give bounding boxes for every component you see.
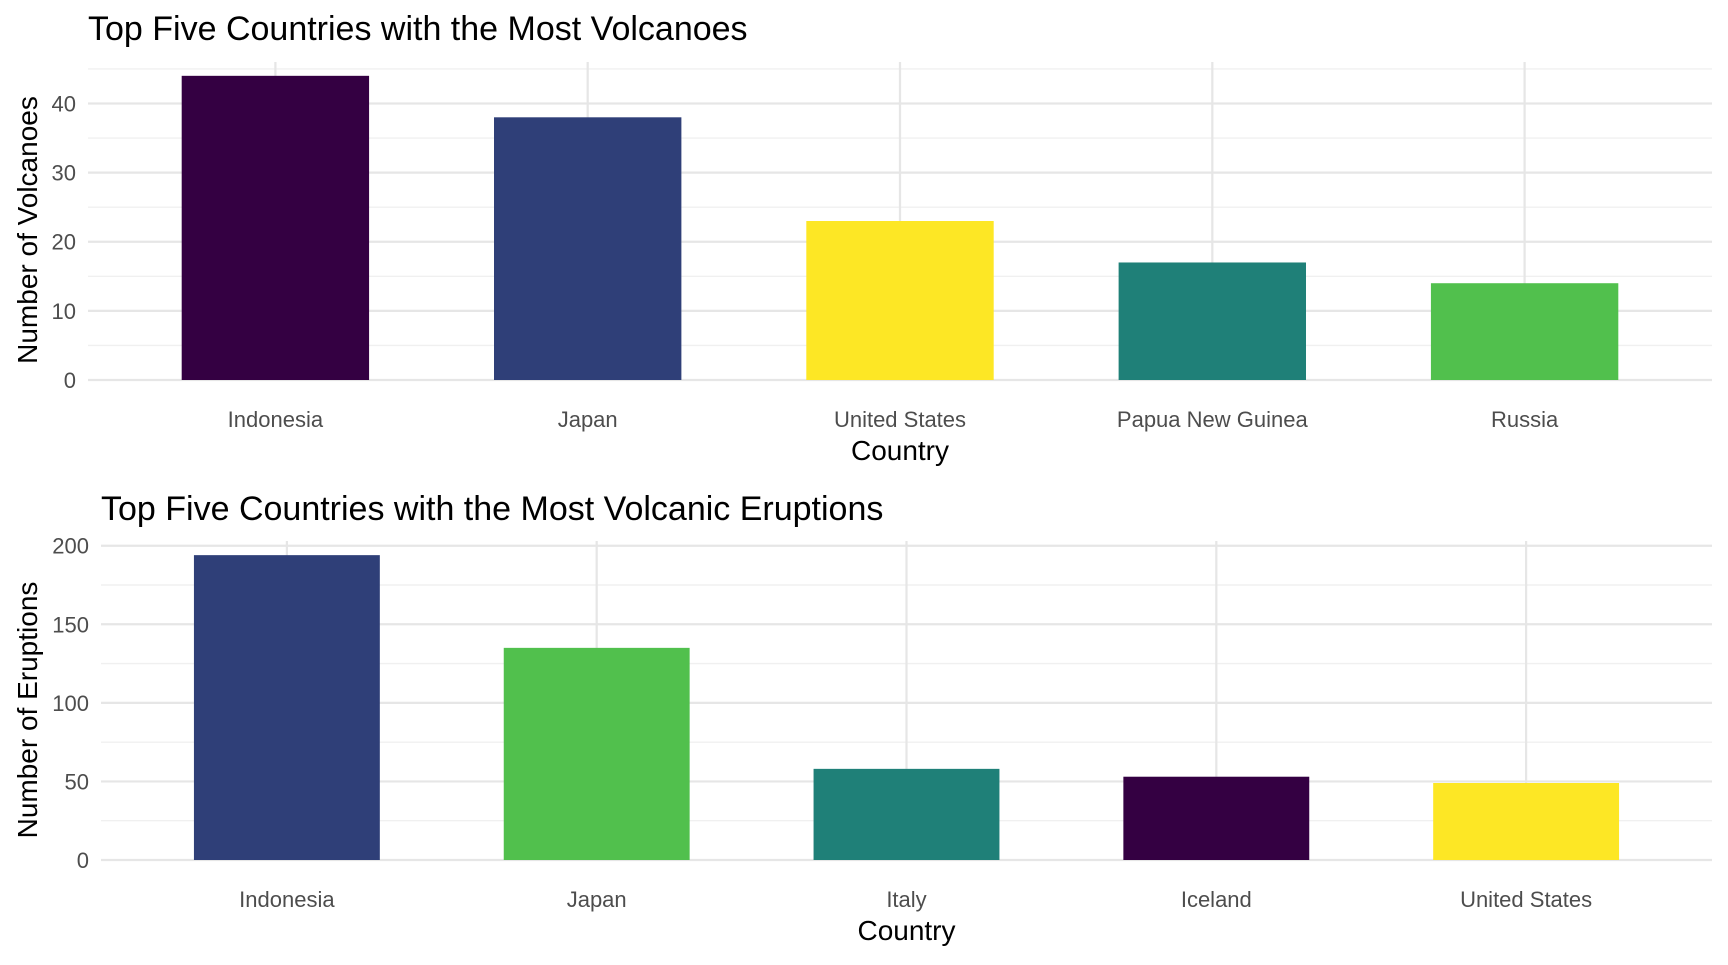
y-tick-label: 20 — [52, 230, 76, 255]
bar-japan — [503, 647, 690, 860]
bar-indonesia — [193, 555, 380, 860]
x-tick-label: Japan — [567, 887, 627, 912]
bar-japan — [494, 117, 682, 380]
y-tick-label: 150 — [52, 612, 89, 637]
y-tick-label: 40 — [52, 91, 76, 116]
bar-italy — [813, 768, 1000, 860]
bar-indonesia — [181, 75, 370, 381]
bar-united-states — [806, 221, 994, 380]
x-axis-title: Country — [851, 435, 949, 466]
y-tick-label: 0 — [77, 848, 89, 873]
y-axis-title: Number of Volcanoes — [12, 96, 43, 364]
bar-iceland — [1123, 776, 1310, 860]
y-tick-label: 10 — [52, 299, 76, 324]
x-tick-label: Japan — [558, 407, 618, 432]
x-tick-label: Iceland — [1181, 887, 1252, 912]
chart-title: Top Five Countries with the Most Volcano… — [88, 10, 748, 48]
x-tick-label: Russia — [1491, 407, 1559, 432]
y-axis-title: Number of Eruptions — [12, 582, 43, 839]
chart-panel-1: 0 10 20 30 40 Indonesia Japan United States Papu… — [12, 10, 1712, 466]
bar-papua-new-guinea — [1118, 262, 1306, 380]
x-tick-label: Papua New Guinea — [1117, 407, 1309, 432]
y-tick-label: 200 — [52, 534, 89, 559]
chart-panel-2: 0 50 100 150 200 Indonesia Japan Italy Iceland Un… — [12, 490, 1712, 946]
y-tick-label: 50 — [65, 769, 89, 794]
x-tick-label: Indonesia — [228, 407, 324, 432]
bar-united-states — [1433, 783, 1620, 860]
x-tick-label: United States — [1460, 887, 1592, 912]
chart-title: Top Five Countries with the Most Volcani… — [101, 490, 883, 528]
x-tick-label: Indonesia — [239, 887, 335, 912]
y-tick-label: 30 — [52, 161, 76, 186]
x-axis-title: Country — [857, 915, 955, 946]
x-tick-label: United States — [834, 407, 966, 432]
y-tick-label: 0 — [64, 368, 76, 393]
y-tick-label: 100 — [52, 691, 89, 716]
x-tick-label: Italy — [886, 887, 926, 912]
bar-russia — [1430, 283, 1619, 380]
